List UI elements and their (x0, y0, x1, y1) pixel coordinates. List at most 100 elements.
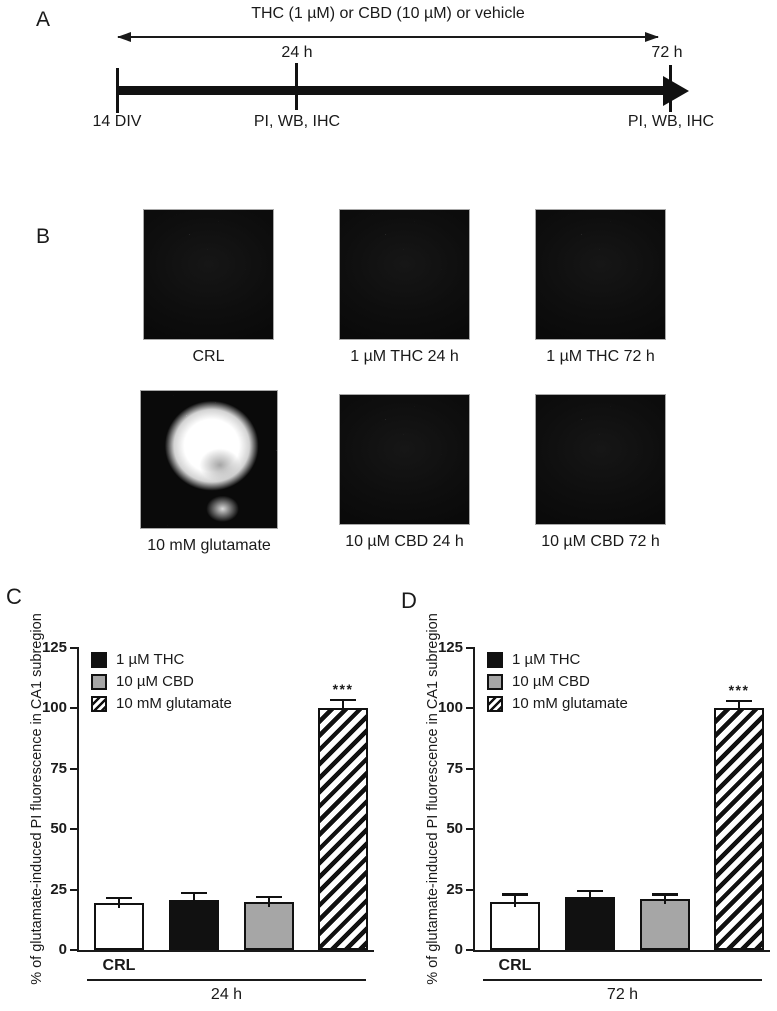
legend-swatch-black (487, 652, 503, 668)
timeline-tick-24h (295, 63, 298, 110)
legend-label: 1 µM THC (116, 651, 185, 668)
timeline-tick-start (116, 68, 119, 113)
panel-c-label: C (6, 584, 22, 609)
error-bar-cap (330, 698, 356, 702)
y-tick-label: 75 (50, 759, 67, 777)
legend-label: 10 µM CBD (512, 673, 590, 690)
y-axis-label: % of glutamate-induced PI fluorescence i… (425, 613, 441, 985)
legend-label: 10 µM CBD (116, 673, 194, 690)
error-bar-stem (664, 895, 667, 905)
assays-72h-label: PI, WB, IHC (627, 113, 715, 130)
bar-1-µm-thc (169, 900, 219, 950)
panel-a-timeline: A THC (1 µM) or CBD (10 µM) or vehicle 2… (0, 0, 777, 160)
bar-10-mm-glutamate (714, 708, 764, 950)
y-axis-label: % of glutamate-induced PI fluorescence i… (29, 613, 45, 985)
error-bar-cap (577, 889, 603, 893)
arrowhead-right-icon (645, 32, 659, 42)
timepoint-24h-label: 24 h (281, 44, 313, 61)
legend-item: 10 µM CBD (91, 674, 232, 690)
error-bar-cap (106, 896, 132, 900)
error-bar-stem (193, 894, 196, 906)
error-bar-stem (118, 899, 121, 908)
plot-area: 0 25 50 75 100 125 *** 1 µM THC 10 µM CBD 10 mM g… (438, 639, 770, 1003)
legend-swatch-gray (91, 674, 107, 690)
error-bar-cap (652, 893, 678, 896)
error-bar-cap (256, 895, 282, 899)
y-tick (466, 949, 475, 951)
panel-c-chart: C % of glutamate-induced PI fluorescence… (0, 580, 392, 1011)
y-tick (70, 767, 79, 770)
assays-24h-label: PI, WB, IHC (253, 113, 341, 130)
significance-stars: *** (728, 682, 750, 699)
micrograph-caption: 10 µM CBD 72 h (541, 533, 660, 550)
y-tick-label: 0 (454, 941, 463, 958)
panel-a-label: A (36, 8, 51, 31)
x-axis-crl-label: CRL (102, 957, 136, 974)
legend-item: 10 mM glutamate (91, 696, 232, 712)
panel-d-label: D (401, 588, 417, 613)
y-tick-label: 50 (50, 820, 67, 838)
legend-label: 10 mM glutamate (512, 695, 628, 712)
x-group-line (483, 979, 762, 981)
bar-10-µm-cbd (640, 899, 690, 950)
treatment-duration-arrow (118, 36, 658, 38)
legend-swatch-black (91, 652, 107, 668)
y-tick (70, 828, 79, 831)
panel-d-chart: D % of glutamate-induced PI fluorescence… (385, 580, 777, 1011)
micrograph-caption: CRL (192, 348, 225, 365)
x-axis-crl-label: CRL (498, 957, 532, 974)
error-bar-stem (514, 895, 517, 907)
fluorescence-speckle-texture (536, 210, 665, 339)
x-group-line (87, 979, 366, 981)
micrograph-caption: 10 mM glutamate (147, 537, 271, 554)
panel-b-micrographs: B CRL 1 µM THC 24 h 1 µM THC 72 h 10 mM glu… (0, 195, 777, 560)
y-tick (70, 707, 79, 710)
error-bar-cap (726, 699, 752, 703)
micrograph-caption: 10 µM CBD 24 h (345, 533, 464, 550)
error-bar-stem (738, 702, 741, 714)
y-tick (70, 949, 79, 951)
legend-item: 10 µM CBD (487, 674, 628, 690)
y-tick (466, 888, 475, 891)
y-tick (70, 888, 79, 891)
bar-10-µm-cbd (244, 901, 294, 950)
error-bar-stem (268, 898, 271, 907)
micrograph-1-µm-thc-72-h (535, 209, 666, 340)
timepoint-72h-label: 72 h (651, 44, 683, 61)
bar-crl (490, 901, 540, 950)
fluorescence-speckle-texture (340, 395, 469, 524)
bar-10-mm-glutamate (318, 708, 368, 950)
legend-swatch-hatched (91, 696, 107, 712)
fluorescence-speckle-texture (144, 210, 273, 339)
legend-item: 1 µM THC (91, 652, 232, 668)
chart-legend: 1 µM THC 10 µM CBD 10 mM glutamate (487, 652, 628, 718)
micrograph-10-µm-cbd-72-h (535, 394, 666, 525)
error-bar-stem (342, 701, 345, 714)
y-tick (466, 828, 475, 831)
significance-stars: *** (332, 681, 354, 698)
panel-b-label: B (36, 225, 51, 248)
legend-item: 10 mM glutamate (487, 696, 628, 712)
fluorescence-speckle-texture (536, 395, 665, 524)
fluorescence-speckle-texture (141, 391, 277, 528)
micrograph-crl (143, 209, 274, 340)
x-group-label: 72 h (606, 986, 639, 1003)
x-group-label: 24 h (210, 986, 243, 1003)
chart-legend: 1 µM THC 10 µM CBD 10 mM glutamate (91, 652, 232, 718)
timeline-bar (117, 86, 666, 95)
legend-label: 10 mM glutamate (116, 695, 232, 712)
y-tick-label: 0 (58, 941, 67, 958)
legend-swatch-hatched (487, 696, 503, 712)
y-tick-label: 125 (437, 639, 463, 656)
error-bar-cap (181, 892, 207, 895)
fluorescence-speckle-texture (340, 210, 469, 339)
error-bar-cap (502, 893, 528, 896)
treatment-label: THC (1 µM) or CBD (10 µM) or vehicle (251, 5, 525, 22)
y-tick (466, 647, 475, 649)
y-tick-label: 25 (446, 880, 463, 898)
timeline-arrowhead-icon (663, 76, 689, 106)
micrograph-10-mm-glutamate (140, 390, 278, 529)
legend-label: 1 µM THC (512, 651, 581, 668)
timeline-start-label: 14 DIV (92, 113, 142, 130)
bar-1-µm-thc (565, 896, 615, 950)
